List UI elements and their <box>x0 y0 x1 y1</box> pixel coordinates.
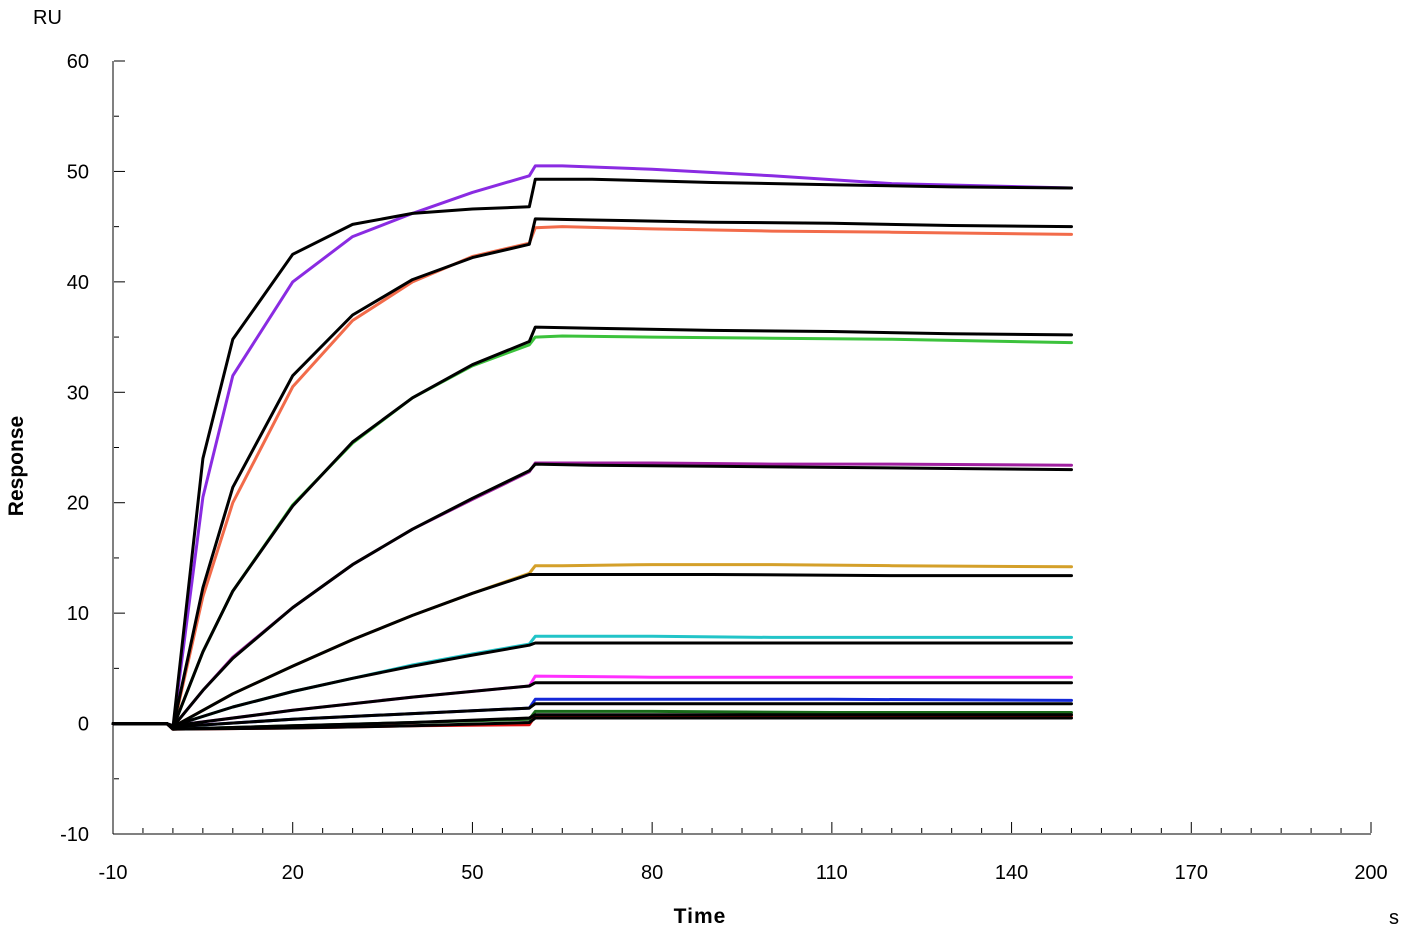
x-tick-label: 200 <box>1354 862 1387 884</box>
y-tick-label: 40 <box>67 272 89 294</box>
fit-line-3 <box>111 325 1073 730</box>
labels: RU s Time Response <box>5 7 1399 929</box>
y-tick-label: 0 <box>78 714 89 736</box>
fit-layer <box>111 177 1073 731</box>
x-tick-label: 80 <box>641 862 663 884</box>
series-line-purple <box>111 164 1073 731</box>
fit-line-1 <box>111 177 1073 730</box>
y-tick-label: 30 <box>67 382 89 404</box>
y-tick-label: -10 <box>60 824 89 846</box>
x-tick-label: 110 <box>816 862 848 884</box>
x-axis-title: Time <box>674 905 727 928</box>
x-tick-label: 20 <box>282 862 304 884</box>
fit-line-2 <box>111 217 1073 730</box>
y-tick-label: 20 <box>67 493 89 515</box>
y-axis-title: Response <box>5 416 28 516</box>
fit-line-10 <box>111 716 1073 731</box>
series-layer <box>111 164 1073 731</box>
x-tick-label: 170 <box>1175 862 1208 884</box>
x-tick-label: -10 <box>99 862 128 884</box>
series-line-magenta-dark <box>111 461 1073 729</box>
x-tick-label: 50 <box>461 862 483 884</box>
fit-line-4 <box>111 462 1073 729</box>
y-tick-label: 10 <box>67 603 89 625</box>
y-tick-label: 60 <box>67 51 89 73</box>
series-line-green <box>111 334 1073 730</box>
x-tick-label: 140 <box>995 862 1028 884</box>
y-unit-label: RU <box>33 7 62 29</box>
axes: -10 20 50 80 110 140 170 200 -10 0 10 20 30 40 50 60 <box>60 51 1388 884</box>
x-unit-label: s <box>1389 907 1399 929</box>
y-tick-label: 50 <box>67 161 89 183</box>
series-line-orange <box>111 225 1073 731</box>
